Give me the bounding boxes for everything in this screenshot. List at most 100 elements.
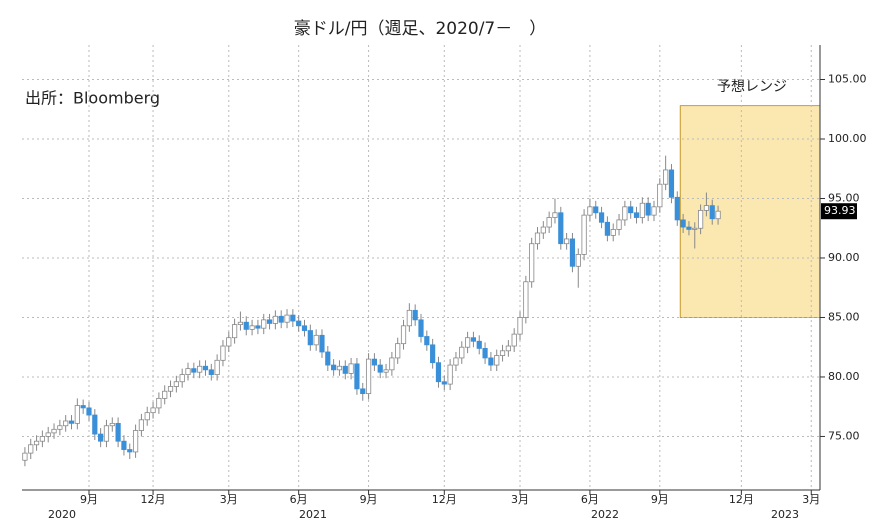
x-tick-label: 9月 xyxy=(360,493,378,506)
y-tick-label: 80.00 xyxy=(828,370,860,383)
year-label: 2022 xyxy=(591,508,619,521)
candle-body xyxy=(604,221,610,236)
candle-body xyxy=(435,362,442,383)
candle-body xyxy=(564,238,570,245)
candle-body xyxy=(377,364,383,373)
candle-body xyxy=(74,405,80,424)
candle-body xyxy=(360,388,366,395)
candle-body xyxy=(657,183,663,208)
candle-body xyxy=(459,346,465,359)
candle-body xyxy=(587,206,593,216)
candle-body xyxy=(499,350,506,356)
candle-body xyxy=(494,355,500,366)
candle-body xyxy=(663,169,669,185)
candle-body xyxy=(645,202,651,216)
candle-body xyxy=(482,348,488,359)
candle-body xyxy=(301,325,308,331)
candle-body xyxy=(272,315,278,324)
chart-title: 豪ドル/円（週足、2020/7－ ） xyxy=(294,18,547,39)
candle-body xyxy=(628,206,634,214)
candle-body xyxy=(639,202,645,218)
candle-body xyxy=(395,343,401,359)
x-tick-label: 6月 xyxy=(290,493,308,506)
year-label: 2021 xyxy=(299,508,327,521)
candle-body xyxy=(220,345,226,361)
candle-body xyxy=(127,449,133,453)
year-label: 2020 xyxy=(48,508,76,521)
candle-body xyxy=(709,205,715,220)
candle-body xyxy=(371,358,378,366)
candle-body xyxy=(598,212,605,223)
forecast-label: 予想レンジ xyxy=(717,79,787,95)
candle-body xyxy=(552,212,558,218)
candle-body xyxy=(633,212,640,218)
candle-body xyxy=(290,314,296,322)
candle-body xyxy=(453,357,459,366)
last-price-box xyxy=(821,203,857,220)
candle-body xyxy=(400,325,407,345)
candle-body xyxy=(546,217,552,228)
x-tick-label: 3月 xyxy=(802,493,820,506)
candle-body xyxy=(173,381,179,387)
candle-body xyxy=(103,425,110,442)
x-tick-label: 3月 xyxy=(511,493,529,506)
y-tick-label: 75.00 xyxy=(828,429,860,442)
candle-body xyxy=(138,419,145,431)
candle-body xyxy=(296,320,302,327)
candle-body xyxy=(179,374,185,383)
candle-body xyxy=(488,357,494,366)
last-price-label: 93.93 xyxy=(824,204,856,217)
candle-body xyxy=(202,365,209,371)
candle-body xyxy=(167,386,174,392)
candle-body xyxy=(476,340,482,349)
candle-body xyxy=(651,206,657,216)
year-label: 2023 xyxy=(771,508,799,521)
candle-body xyxy=(569,238,576,267)
candle-body xyxy=(505,345,511,352)
candle-body xyxy=(680,219,686,228)
candle-body xyxy=(98,433,104,442)
candle-body xyxy=(558,212,564,245)
candle-body xyxy=(575,254,581,267)
candle-body xyxy=(354,363,360,390)
candle-body xyxy=(383,369,389,373)
candle-body xyxy=(389,357,395,371)
candle-body xyxy=(226,337,232,347)
candle-body xyxy=(80,405,86,409)
candle-body xyxy=(325,351,331,366)
forecast-range xyxy=(679,105,821,318)
candle-body xyxy=(185,368,191,375)
candle-body xyxy=(115,422,121,442)
candle-body xyxy=(266,319,273,324)
candle-body xyxy=(464,337,471,348)
candle-body xyxy=(697,209,704,229)
candle-body xyxy=(109,422,115,427)
candle-body xyxy=(686,226,692,230)
candle-body xyxy=(63,420,69,427)
candle-body xyxy=(22,452,28,461)
candle-body xyxy=(610,229,616,236)
candle-body xyxy=(511,333,517,347)
candle-body xyxy=(261,319,267,329)
candle-body xyxy=(57,425,63,430)
candle-body xyxy=(441,381,447,385)
candle-body xyxy=(342,365,348,374)
candle-body xyxy=(313,334,319,346)
candle-body xyxy=(162,390,168,399)
candle-body xyxy=(534,232,541,245)
candle-body xyxy=(144,412,150,421)
candle-body xyxy=(365,358,372,395)
candle-body xyxy=(447,364,453,385)
x-tick-label: 3月 xyxy=(220,493,238,506)
candle-body xyxy=(430,344,436,364)
candle-body xyxy=(616,219,622,230)
y-tick-label: 90.00 xyxy=(828,251,860,264)
y-tick-label: 95.00 xyxy=(828,191,860,204)
candle-body xyxy=(255,325,261,329)
candle-body xyxy=(703,205,710,211)
x-tick-label: 9月 xyxy=(651,493,669,506)
x-tick-label: 12月 xyxy=(432,493,457,506)
candle-body xyxy=(197,365,203,373)
y-tick-label: 100.00 xyxy=(828,132,867,145)
